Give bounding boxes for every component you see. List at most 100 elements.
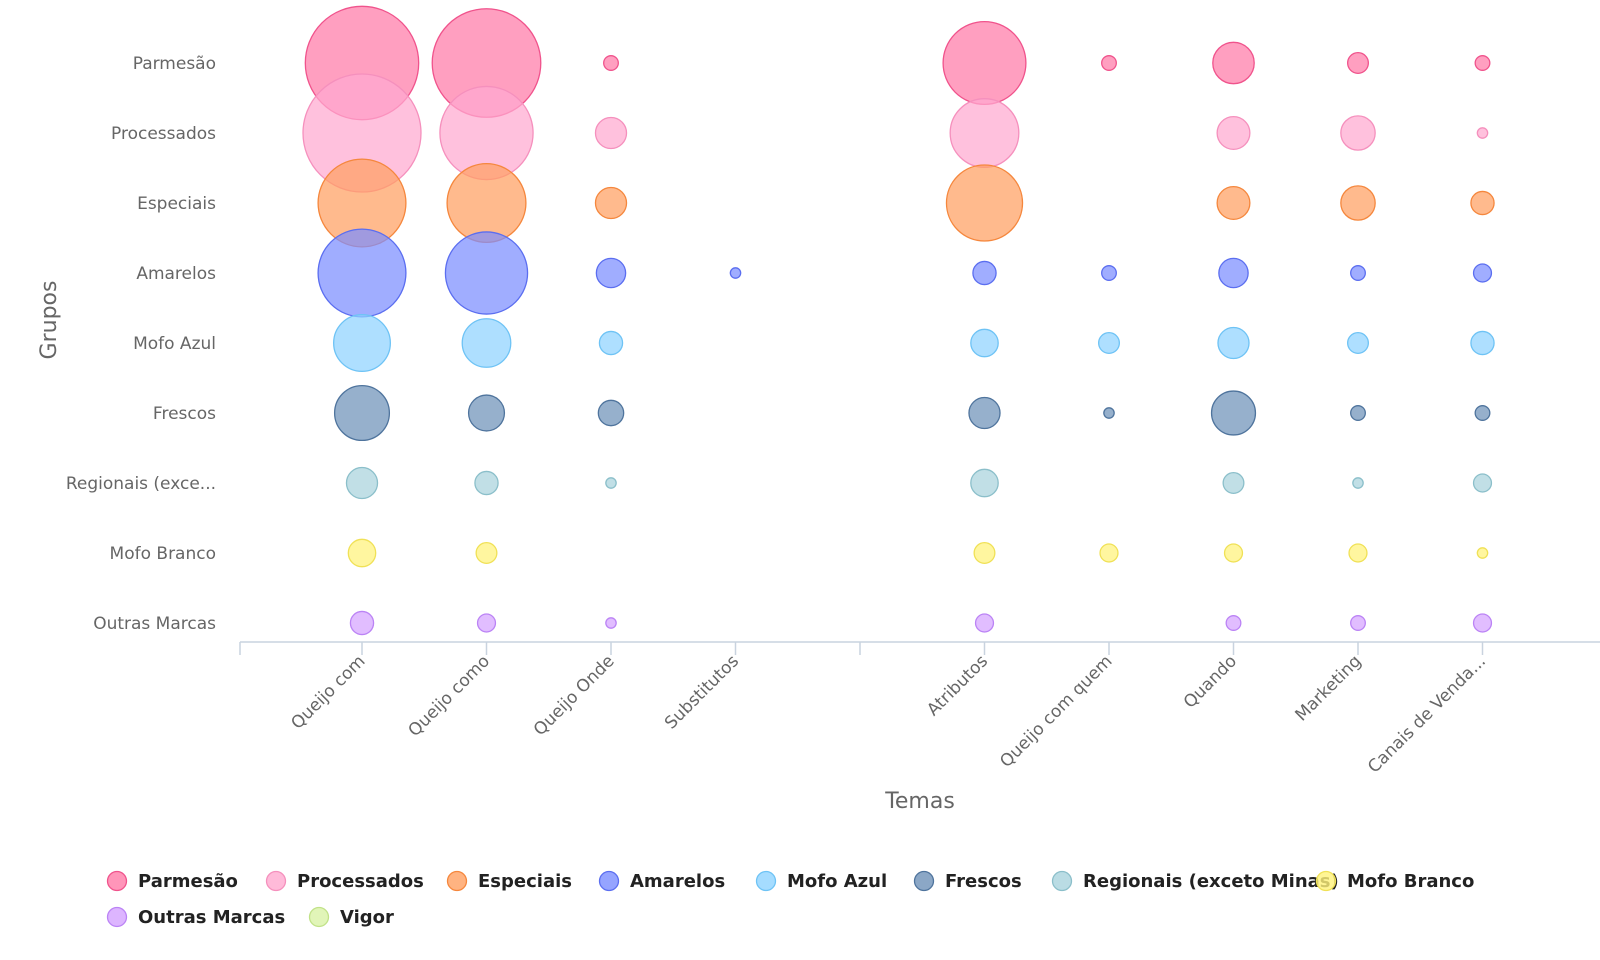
bubble-amarelos-atributos[interactable] [972,260,997,286]
bubble-parmesao-atributos[interactable] [942,20,1027,106]
bubble-mofo-azul-queijo-onde[interactable] [598,330,624,356]
bubble-outras-marcas-queijo-onde[interactable] [605,617,617,629]
legend-swatch-regionais-exceto-minas [1051,870,1073,892]
legend-item-processados[interactable]: Processados [265,870,424,892]
bubble-frescos-queijo-onde[interactable] [597,399,625,427]
bubble-regionais-exceto-minas-queijo-com[interactable] [345,466,379,500]
bubble-amarelos-queijo-com-quem[interactable] [1101,265,1117,281]
legend-label-outras-marcas: Outras Marcas [138,907,285,928]
bubble-mofo-azul-queijo-com[interactable] [333,314,391,372]
legend-swatch-outras-marcas [106,906,128,928]
bubble-amarelos-queijo-onde[interactable] [595,257,627,289]
legend-item-especiais[interactable]: Especiais [446,870,572,892]
y-tick-amarelos: Amarelos [136,264,216,284]
bubble-regionais-exceto-minas-queijo-onde[interactable] [605,477,617,489]
bubble-amarelos-queijo-como[interactable] [444,231,529,315]
legend-swatch-mofo-branco [1315,870,1337,892]
bubble-parmesao-queijo-com-quem[interactable] [1101,55,1117,71]
bubble-regionais-exceto-minas-canais-de-venda[interactable] [1472,473,1493,493]
legend-swatch-processados [265,870,287,892]
legend-item-mofo-azul[interactable]: Mofo Azul [755,870,888,892]
bubble-mofo-branco-queijo-com-quem[interactable] [1099,543,1119,563]
bubble-especiais-queijo-onde[interactable] [594,186,628,220]
bubble-mofo-azul-queijo-como[interactable] [461,318,512,368]
bubble-outras-marcas-quando[interactable] [1225,615,1242,631]
bubble-frescos-queijo-com[interactable] [333,384,391,442]
bubble-frescos-marketing[interactable] [1350,405,1366,421]
bubble-especiais-marketing[interactable] [1340,185,1376,221]
bubble-amarelos-queijo-com[interactable] [317,228,407,318]
bubble-parmesao-marketing[interactable] [1347,52,1369,74]
bubble-parmesao-queijo-onde[interactable] [603,55,619,71]
bubble-outras-marcas-atributos[interactable] [974,613,995,633]
bubble-outras-marcas-marketing[interactable] [1350,615,1366,631]
bubble-mofo-azul-quando[interactable] [1217,326,1250,360]
bubble-mofo-branco-marketing[interactable] [1348,543,1368,563]
legend-label-mofo-branco: Mofo Branco [1347,871,1474,892]
bubble-processados-canais-de-venda[interactable] [1476,127,1489,139]
bubble-frescos-queijo-com-quem[interactable] [1103,407,1115,419]
y-axis-title: Grupos [37,281,62,360]
bubble-mofo-azul-queijo-com-quem[interactable] [1098,332,1120,354]
bubble-amarelos-canais-de-venda[interactable] [1472,263,1493,283]
bubble-amarelos-quando[interactable] [1218,257,1249,289]
series-frescos [333,384,1491,442]
bubble-processados-marketing[interactable] [1340,115,1376,151]
bubble-frescos-quando[interactable] [1210,390,1257,436]
bubble-processados-quando[interactable] [1216,115,1251,151]
bubble-especiais-atributos[interactable] [945,164,1024,242]
legend-item-outras-marcas[interactable]: Outras Marcas [106,906,286,928]
legend-label-mofo-azul: Mofo Azul [787,871,887,892]
bubble-frescos-queijo-como[interactable] [467,394,506,432]
series-especiais [317,158,1495,248]
bubble-mofo-branco-queijo-como[interactable] [475,542,498,564]
bubble-especiais-queijo-como[interactable] [446,162,527,244]
bubble-parmesao-canais-de-venda[interactable] [1474,55,1491,71]
legend-label-amarelos: Amarelos [630,871,725,892]
bubble-especiais-quando[interactable] [1216,185,1251,221]
y-tick-frescos: Frescos [153,404,216,424]
y-axis-ticks: Parmesão Processados Especiais Amarelos Mofo… [66,54,216,634]
bubble-processados-queijo-onde[interactable] [594,116,628,150]
bubble-amarelos-marketing[interactable] [1350,265,1366,281]
legend-item-regionais-exceto-minas[interactable]: Regionais (exceto Minas) [1051,870,1339,892]
legend-item-vigor[interactable]: Vigor [308,906,395,928]
legend-swatch-frescos [913,870,935,892]
legend-label-vigor: Vigor [340,907,394,928]
y-tick-outras-marcas: Outras Marcas [93,614,216,634]
bubble-mofo-branco-atributos[interactable] [973,542,996,564]
bubble-regionais-exceto-minas-quando[interactable] [1222,472,1245,494]
legend-item-parmesao[interactable]: Parmesão [106,870,238,892]
bubble-outras-marcas-canais-de-venda[interactable] [1472,613,1493,633]
bubbles [302,5,1495,636]
y-tick-regionais-exce: Regionais (exce... [66,474,216,494]
bubble-outras-marcas-queijo-com[interactable] [349,610,375,636]
bubble-mofo-branco-queijo-com[interactable] [347,538,377,568]
bubble-mofo-branco-canais-de-venda[interactable] [1476,547,1489,559]
bubble-mofo-branco-quando[interactable] [1223,543,1244,563]
legend-item-amarelos[interactable]: Amarelos [598,870,726,892]
bubble-mofo-azul-canais-de-venda[interactable] [1470,330,1495,356]
bubble-regionais-exceto-minas-atributos[interactable] [970,468,999,498]
bubble-frescos-atributos[interactable] [968,396,1001,430]
series-mofo-branco [347,538,1489,568]
bubble-frescos-canais-de-venda[interactable] [1474,405,1491,421]
legend-item-frescos[interactable]: Frescos [913,870,1022,892]
legend[interactable]: Parmesão Processados Especiais Amarelos Mofo… [106,870,1475,928]
bubble-especiais-canais-de-venda[interactable] [1470,190,1495,216]
legend-label-processados: Processados [297,871,424,892]
bubble-mofo-azul-atributos[interactable] [970,328,999,358]
bubble-processados-atributos[interactable] [949,98,1020,168]
bubble-outras-marcas-queijo-como[interactable] [476,613,497,633]
y-tick-especiais: Especiais [137,194,216,214]
legend-swatch-especiais [446,870,468,892]
bubble-mofo-azul-marketing[interactable] [1347,332,1369,354]
legend-item-mofo-branco[interactable]: Mofo Branco [1315,870,1475,892]
bubble-regionais-exceto-minas-queijo-como[interactable] [474,470,499,496]
bubble-regionais-exceto-minas-marketing[interactable] [1352,477,1364,489]
bubble-parmesao-quando[interactable] [1212,41,1255,85]
x-tick-marketing: Marketing [1291,651,1365,725]
x-tick-queijo-com-quem: Queijo com quem [996,651,1116,771]
bubble-amarelos-substitutos[interactable] [729,267,742,279]
